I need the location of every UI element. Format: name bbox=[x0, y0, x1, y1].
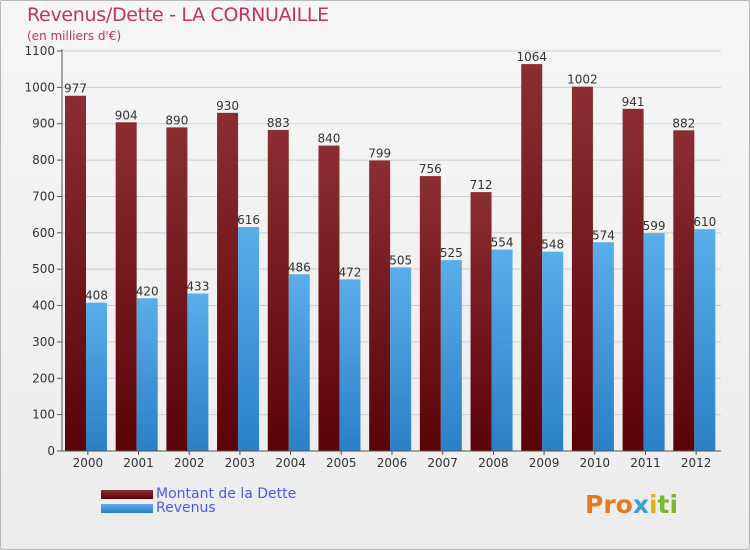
x-tick-label: 2011 bbox=[630, 456, 661, 470]
bar-revenus bbox=[643, 233, 665, 451]
proxiti-logo: Proxiti bbox=[585, 490, 679, 519]
bar-revenus bbox=[136, 298, 158, 451]
data-label-dette: 756 bbox=[419, 162, 442, 176]
bar-revenus bbox=[187, 293, 209, 451]
x-tick-label: 2008 bbox=[478, 456, 509, 470]
data-label-revenus: 433 bbox=[186, 280, 209, 294]
y-tick-label: 0 bbox=[47, 444, 55, 458]
data-label-revenus: 616 bbox=[237, 213, 260, 227]
data-label-dette: 941 bbox=[622, 95, 645, 109]
bar-dette bbox=[419, 176, 441, 451]
y-tick-label: 1000 bbox=[24, 80, 55, 94]
bar-dette bbox=[571, 86, 593, 452]
bar-dette bbox=[115, 122, 137, 451]
legend-swatch-revenus bbox=[101, 503, 153, 513]
x-tick-label: 2002 bbox=[174, 456, 205, 470]
y-tick-label: 800 bbox=[32, 153, 55, 167]
bar-revenus bbox=[86, 302, 107, 451]
bar-dette bbox=[470, 192, 492, 451]
data-label-revenus: 408 bbox=[85, 289, 108, 303]
bar-dette bbox=[318, 145, 340, 451]
chart-legend: Montant de la Dette Revenus bbox=[101, 487, 296, 515]
y-tick-label: 400 bbox=[32, 299, 55, 313]
bar-dette bbox=[369, 160, 391, 452]
legend-label-revenus: Revenus bbox=[156, 500, 216, 516]
bar-revenus bbox=[440, 260, 462, 451]
chart-subtitle: (en milliers d'€) bbox=[27, 29, 122, 43]
x-tick-label: 2007 bbox=[427, 456, 458, 470]
x-tick-label: 2010 bbox=[579, 456, 610, 470]
x-tick-label: 2004 bbox=[275, 456, 306, 470]
data-label-revenus: 574 bbox=[592, 228, 615, 242]
data-label-revenus: 472 bbox=[339, 265, 362, 279]
legend-item-revenus: Revenus bbox=[101, 501, 296, 515]
data-label-revenus: 554 bbox=[491, 236, 514, 250]
y-tick-label: 200 bbox=[32, 371, 55, 385]
data-label-revenus: 548 bbox=[541, 238, 564, 252]
legend-item-dette: Montant de la Dette bbox=[101, 487, 296, 501]
data-label-dette: 904 bbox=[115, 108, 138, 122]
bar-revenus bbox=[288, 274, 310, 451]
x-tick-label: 2006 bbox=[377, 456, 408, 470]
data-label-dette: 799 bbox=[368, 146, 391, 160]
y-tick-label: 500 bbox=[32, 262, 55, 276]
y-tick-label: 900 bbox=[32, 117, 55, 131]
data-label-dette: 1064 bbox=[516, 50, 547, 64]
data-label-dette: 883 bbox=[267, 116, 290, 130]
bar-dette bbox=[217, 112, 239, 452]
data-label-dette: 977 bbox=[64, 82, 87, 96]
x-tick-label: 2000 bbox=[73, 456, 104, 470]
x-tick-label: 2009 bbox=[529, 456, 560, 470]
data-label-revenus: 610 bbox=[693, 215, 716, 229]
bar-revenus bbox=[238, 227, 260, 451]
data-label-dette: 712 bbox=[470, 178, 493, 192]
data-label-dette: 1002 bbox=[567, 73, 598, 87]
bar-dette bbox=[622, 108, 644, 452]
bar-revenus bbox=[542, 251, 564, 451]
bar-dette bbox=[166, 127, 188, 451]
data-label-revenus: 486 bbox=[288, 260, 311, 274]
data-label-revenus: 420 bbox=[136, 284, 159, 298]
bar-dette bbox=[65, 95, 86, 452]
y-tick-label: 1100 bbox=[24, 44, 55, 58]
bar-revenus bbox=[694, 229, 716, 451]
legend-label-dette: Montant de la Dette bbox=[156, 486, 297, 502]
chart-title: Revenus/Dette - LA CORNUAILLE bbox=[27, 4, 329, 26]
bar-dette bbox=[521, 64, 543, 451]
bar-revenus bbox=[390, 267, 412, 451]
x-tick-label: 2005 bbox=[326, 456, 357, 470]
bar-revenus bbox=[592, 242, 614, 451]
x-tick-label: 2001 bbox=[123, 456, 154, 470]
data-label-revenus: 599 bbox=[643, 219, 666, 233]
y-tick-label: 700 bbox=[32, 189, 55, 203]
bar-dette bbox=[673, 130, 695, 452]
data-label-dette: 930 bbox=[216, 99, 239, 113]
y-tick-label: 100 bbox=[32, 408, 55, 422]
x-tick-label: 2003 bbox=[225, 456, 256, 470]
data-label-dette: 882 bbox=[672, 116, 695, 130]
bar-revenus bbox=[339, 279, 361, 451]
x-tick-label: 2012 bbox=[681, 456, 712, 470]
data-label-revenus: 525 bbox=[440, 246, 463, 260]
legend-swatch-dette bbox=[101, 489, 153, 499]
data-label-dette: 840 bbox=[318, 132, 341, 146]
y-tick-label: 300 bbox=[32, 335, 55, 349]
bar-dette bbox=[267, 129, 289, 451]
data-label-dette: 890 bbox=[165, 113, 188, 127]
y-tick-label: 600 bbox=[32, 226, 55, 240]
bar-revenus bbox=[491, 249, 513, 451]
data-label-revenus: 505 bbox=[389, 253, 412, 267]
